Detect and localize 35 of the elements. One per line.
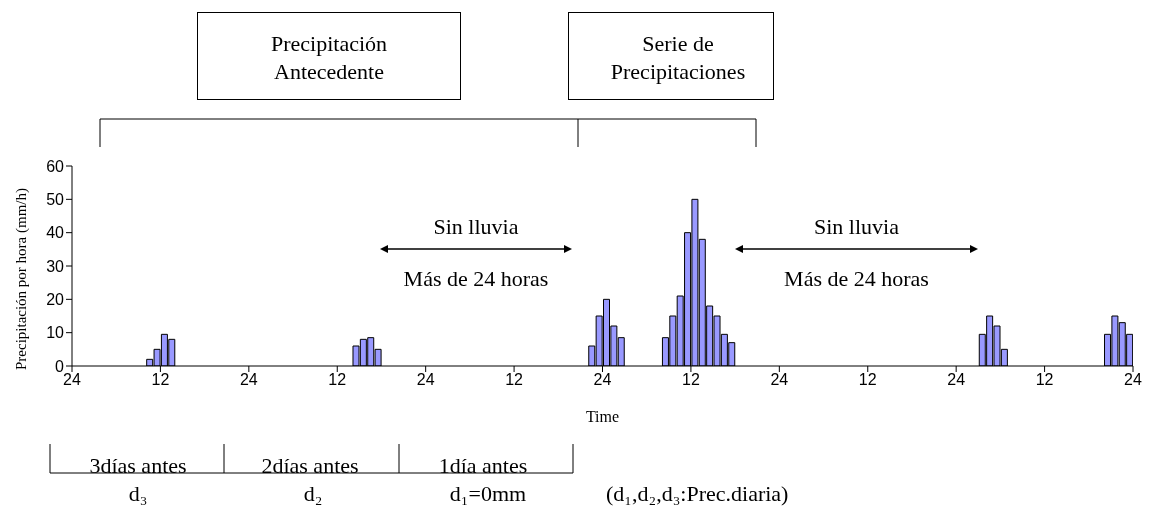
- y-tick-label: 50: [46, 191, 65, 209]
- annotation: Sin lluvia: [432, 213, 520, 241]
- x-tick-label: 24: [770, 371, 789, 389]
- y-tick-label: 0: [55, 357, 65, 375]
- x-axis-title: Time: [585, 408, 620, 425]
- annotation: Más de 24 horas: [783, 265, 930, 293]
- annotation: Más de 24 horas: [402, 265, 550, 293]
- text: 3días antes: [88, 452, 188, 480]
- text: 1día antes: [437, 452, 529, 480]
- text: (d₁,d₂,d₃:Prec.diaria): [606, 480, 790, 508]
- x-tick-label: 24: [593, 371, 612, 389]
- y-axis-title: Precipitación por hora (mm/h): [12, 187, 30, 372]
- text: d₁=0mm: [448, 480, 528, 508]
- text: Precipitación Antecedente: [269, 30, 389, 86]
- x-tick-label: 24: [947, 371, 966, 389]
- x-tick-label: 12: [151, 371, 170, 389]
- x-tick-label: 12: [858, 371, 877, 389]
- text: d₂: [302, 480, 324, 508]
- y-tick-label: 30: [46, 257, 65, 275]
- x-tick-label: 24: [1124, 371, 1142, 389]
- annotation: Sin lluvia: [813, 213, 900, 241]
- x-tick-label: 12: [1035, 371, 1054, 389]
- y-tick-label: 10: [46, 324, 65, 342]
- text: d₃: [127, 480, 149, 508]
- x-tick-label: 24: [416, 371, 435, 389]
- x-tick-label: 12: [505, 371, 524, 389]
- y-tick-label: 40: [46, 224, 65, 242]
- x-tick-label: 24: [239, 371, 258, 389]
- text: Serie de Precipitaciones: [609, 30, 747, 86]
- text: 2días antes: [260, 452, 360, 480]
- x-tick-label: 12: [682, 371, 700, 389]
- y-tick-label: 60: [46, 157, 65, 175]
- x-tick-label: 12: [328, 371, 347, 389]
- x-tick-label: 24: [63, 371, 81, 389]
- y-tick-label: 20: [46, 291, 65, 309]
